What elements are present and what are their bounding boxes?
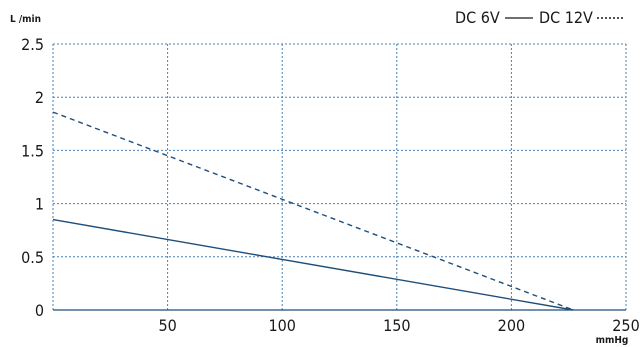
- x-tick-label: 200: [498, 316, 525, 335]
- axes: [52, 44, 626, 311]
- x-tick-label: 250: [612, 316, 639, 335]
- y-tick-label: 2.5: [21, 35, 44, 54]
- x-tick-labels: 50 100 150 200 250: [158, 316, 639, 335]
- y-tick-label: 0.5: [21, 248, 44, 267]
- y-tick-label: 1.5: [21, 141, 44, 160]
- x-tick-label: 150: [383, 316, 410, 335]
- x-tick-label: 100: [268, 316, 295, 335]
- y-tick-label: 2: [35, 88, 44, 107]
- y-tick-label: 1: [35, 195, 44, 214]
- legend-label-dc-6v: DC 6V: [455, 8, 500, 27]
- y-tick-labels: 0 0.5 1 1.5 2 2.5: [21, 35, 44, 320]
- x-axis-label: mmHg: [596, 335, 629, 346]
- grid: [53, 43, 627, 310]
- legend-label-dc-12v: DC 12V: [539, 8, 593, 27]
- y-tick-label: 0: [35, 301, 44, 320]
- series-lines: [52, 111, 574, 311]
- x-tick-label: 50: [158, 316, 176, 335]
- legend: DC 6V DC 12V: [455, 8, 624, 27]
- y-axis-label: L /min: [10, 14, 41, 25]
- series-line-dc-6v: [52, 218, 574, 311]
- series-line-dc-12v: [52, 111, 574, 311]
